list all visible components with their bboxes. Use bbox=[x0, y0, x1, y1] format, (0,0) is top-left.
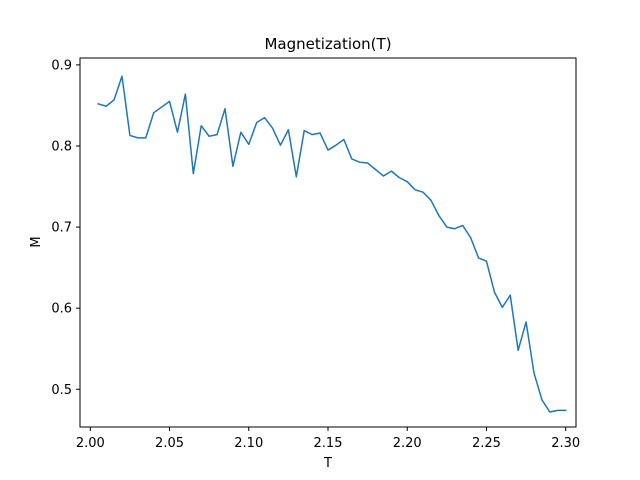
chart-title: Magnetization(T) bbox=[264, 35, 391, 53]
y-tick-label: 0.6 bbox=[51, 302, 72, 317]
magnetization-line bbox=[97, 75, 567, 413]
plot-frame bbox=[79, 57, 577, 428]
y-tick-label: 0.9 bbox=[51, 58, 72, 73]
x-tick-label: 2.00 bbox=[76, 436, 105, 451]
y-axis: 0.5 0.6 0.7 0.8 0.9 bbox=[51, 58, 80, 398]
plot-series-group bbox=[97, 75, 567, 413]
y-tick-label: 0.7 bbox=[51, 221, 72, 236]
y-tick-label: 0.8 bbox=[51, 139, 72, 154]
x-tick-label: 2.30 bbox=[551, 436, 580, 451]
x-tick-label: 2.10 bbox=[234, 436, 263, 451]
y-tick-label: 0.5 bbox=[51, 383, 72, 398]
x-axis: 2.00 2.05 2.10 2.15 2.20 2.25 2.30 bbox=[76, 427, 580, 451]
x-tick-label: 2.05 bbox=[155, 436, 184, 451]
x-axis-label: T bbox=[323, 456, 332, 471]
x-tick-label: 2.25 bbox=[472, 436, 501, 451]
y-axis-label: M bbox=[29, 236, 44, 247]
x-tick-label: 2.15 bbox=[314, 436, 343, 451]
x-tick-label: 2.20 bbox=[393, 436, 422, 451]
